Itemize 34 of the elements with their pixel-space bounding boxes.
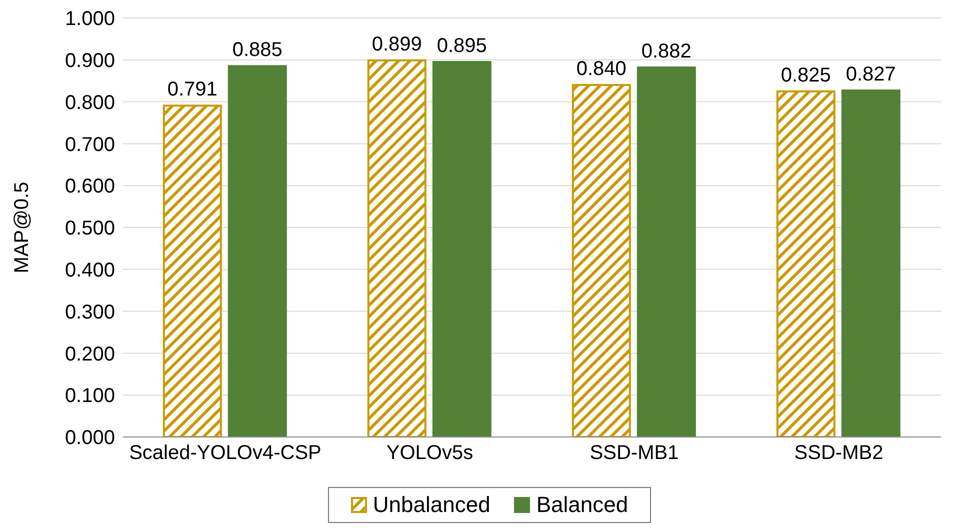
bar (776, 90, 836, 437)
y-tick-label: 0.000 (64, 427, 115, 450)
data-label: 0.791 (167, 78, 218, 101)
x-tick-label: SSD-MB1 (590, 442, 679, 464)
x-tick-label: Scaled-YOLOv4-CSP (129, 442, 322, 464)
y-axis-title: MAP@0.5 (11, 182, 34, 274)
y-tick-label: 0.100 (64, 385, 115, 408)
y-tick-label: 0.200 (64, 343, 115, 366)
bar (162, 104, 222, 437)
data-label: 0.840 (576, 58, 626, 80)
bar (841, 89, 900, 437)
y-tick-label: 0.700 (64, 134, 115, 156)
y-tick-label: 0.400 (64, 260, 115, 282)
y-tick-label: 0.600 (64, 176, 115, 198)
x-tick-label: SSD-MB2 (794, 442, 884, 464)
bar (367, 59, 426, 437)
legend-label: Unbalanced (372, 492, 490, 518)
x-tick-label: YOLOv5s (386, 442, 474, 464)
data-label: 0.895 (436, 34, 487, 57)
data-label: 0.882 (641, 40, 692, 62)
data-label: 0.885 (232, 39, 282, 62)
y-tick-label: 0.800 (64, 92, 115, 114)
bar (228, 65, 287, 437)
y-tick-label: 0.900 (64, 50, 115, 72)
data-label: 0.827 (846, 63, 896, 86)
y-tick-label: 0.300 (64, 301, 115, 324)
data-label: 0.825 (780, 64, 831, 86)
bar (636, 66, 696, 437)
bar (432, 60, 492, 437)
data-label: 0.899 (372, 33, 422, 56)
y-tick-label: 1.000 (64, 8, 115, 30)
bar (572, 84, 631, 437)
y-tick-label: 0.500 (64, 218, 115, 240)
legend-label: Balanced (535, 492, 628, 518)
